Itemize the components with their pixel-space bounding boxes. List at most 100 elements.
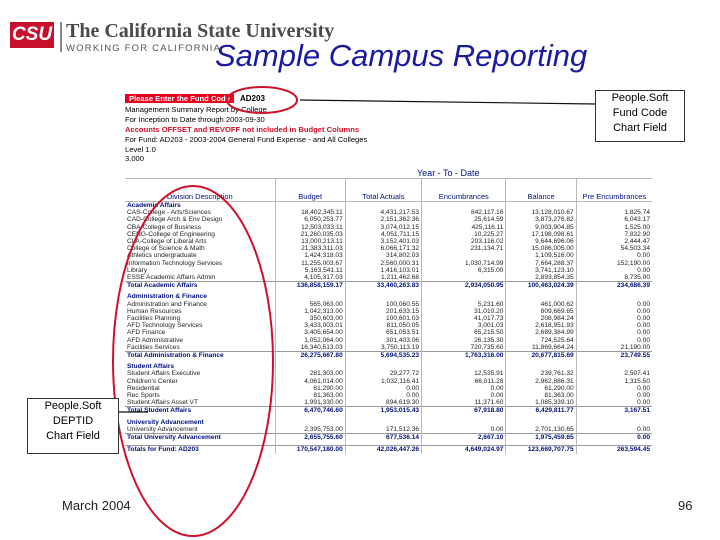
row-value: 6,066,171.32 — [344, 245, 422, 253]
section-title: Student Affairs — [127, 363, 175, 371]
row-label: Rec Sports — [127, 392, 160, 400]
row-value: 170,547,180.00 — [274, 445, 346, 454]
row-value: 263,594.45 — [575, 445, 652, 454]
row-value: 12,535.91 — [421, 370, 506, 378]
row-label: University Advancement — [127, 425, 198, 433]
fund-code-circle — [226, 86, 298, 114]
row-value: 42,026,447.26 — [344, 445, 422, 454]
row-value: 1,975,459.65 — [505, 433, 577, 442]
page-number: 96 — [678, 498, 693, 513]
row-value: 720,735.60 — [421, 343, 506, 352]
row-value: Total Actuals — [344, 178, 422, 202]
row-value: 15,086,005.00 — [505, 245, 577, 253]
row-value: 6,043.17 — [575, 216, 652, 224]
row-value: 3,152,401.03 — [344, 238, 422, 246]
row-value: 208,984.24 — [505, 315, 577, 323]
row-value: Balance — [505, 178, 577, 202]
section-header-row: Academic Affairs — [125, 201, 652, 210]
row-label: Total Student Affairs — [125, 406, 276, 415]
deptid-callout-line3: Chart Field — [46, 430, 100, 442]
row-label: CLA-College of Liberal Arts — [127, 238, 207, 246]
table-row: Administration and Finance 565,063.00 100,… — [125, 300, 652, 308]
row-value — [344, 359, 422, 364]
section-header-row: University Advancement — [125, 418, 652, 426]
row-value: 136,858,159.17 — [274, 281, 346, 290]
row-label: Student Affairs Asset VT — [127, 399, 198, 407]
row-value: 65,215.50 — [421, 329, 506, 337]
row-value: 0.00 — [575, 307, 652, 316]
spacer-row — [125, 359, 652, 364]
row-value: 29,277.72 — [344, 370, 422, 378]
row-value: 9,003,904.85 — [505, 223, 577, 231]
row-value: 1,424,318.03 — [274, 252, 346, 260]
section-total-row: Total Student Affairs 6,470,746.60 1,953,0… — [125, 406, 652, 415]
row-value: 3,433,003.01 — [274, 322, 346, 330]
row-value: 10,225.27 — [421, 230, 506, 239]
row-value — [274, 441, 346, 446]
row-value: 8,735.00 — [575, 274, 652, 282]
empty-cell — [344, 293, 422, 301]
row-value: Pre Encumbrances — [575, 178, 652, 202]
empty-cell — [344, 201, 422, 210]
row-value — [575, 289, 652, 294]
row-label: College of Science & Math — [127, 245, 205, 253]
row-value: 0.00 — [575, 266, 652, 275]
fund-code-callout: People.Soft Fund Code Chart Field — [595, 90, 685, 142]
row-value: 1,032,116.41 — [344, 377, 422, 385]
row-value — [575, 359, 652, 364]
row-label: AFD Technology Services — [127, 322, 203, 330]
row-value: 0.00 — [575, 399, 652, 407]
row-value: 1,953,015.43 — [344, 406, 422, 415]
table-row: Student Affairs Asset VT 1,991,330.00 894,… — [125, 399, 652, 407]
empty-cell — [274, 293, 346, 301]
row-value: 2,893,854.35 — [505, 274, 577, 282]
table-row: ESSE Academic Affairs Admin 4,105,317.03 1… — [125, 274, 652, 282]
table-row: Student Affairs Executive 281,303.00 29,27… — [125, 370, 652, 378]
row-value: 9,644,696.06 — [505, 238, 577, 246]
report-note: Accounts OFFSET and REVOFF not included … — [125, 125, 360, 134]
fund-prompt-value[interactable]: AD203 — [239, 94, 265, 103]
row-value: 3,074,012.15 — [344, 223, 422, 231]
row-value: 2,151,362.36 — [344, 216, 422, 224]
table-row: University Advancement 2,395,753.00 171,51… — [125, 425, 652, 434]
row-value: 0.00 — [575, 300, 652, 308]
row-value: 4,649,024.97 — [421, 445, 506, 454]
row-value: 41,017.73 — [421, 315, 506, 323]
row-value: 100,601.03 — [344, 315, 422, 323]
csu-logo: CSU — [10, 22, 54, 48]
row-value: 6,470,746.60 — [274, 406, 346, 415]
row-value: 1,109,516.00 — [505, 252, 577, 260]
row-value: 2,667.10 — [421, 433, 506, 442]
row-value: 23,749.55 — [575, 351, 652, 360]
table-row: AFD Technology Services 3,433,003.01 811,0… — [125, 322, 652, 330]
row-value: 1,416,103.01 — [344, 266, 422, 275]
row-value: 0.00 — [575, 384, 652, 393]
section-header-row: Student Affairs — [125, 363, 652, 371]
logo-divider — [60, 22, 62, 52]
table-row: CBA-College of Business 12,503,033.11 3,07… — [125, 223, 652, 231]
row-label: Administration and Finance — [127, 300, 207, 308]
report-table: Division Description Budget Total Actuals E… — [125, 178, 652, 454]
row-value: 0.00 — [575, 425, 652, 434]
empty-cell — [505, 201, 577, 210]
fund-code-callout-line2: Fund Code — [612, 107, 668, 119]
deptid-circle — [112, 185, 274, 537]
row-value: Encumbrances — [421, 178, 506, 202]
row-value: 301,403.06 — [344, 336, 422, 344]
table-row: AFD Administrative 1,052,064.00 301,403.06… — [125, 336, 652, 344]
row-value: 11,255,003.67 — [274, 259, 346, 267]
row-label: Information Technology Services — [127, 259, 223, 267]
row-value: 0.00 — [575, 433, 652, 442]
row-value — [421, 274, 506, 282]
table-row: CAS-College - Arts/Sciences 18,402,345.11… — [125, 209, 652, 217]
fund-code-callout-line1: People.Soft — [611, 92, 669, 104]
row-value: 12,503,033.11 — [274, 223, 346, 231]
row-value: 201,633.15 — [344, 307, 422, 316]
row-value: 2,507.41 — [575, 370, 652, 378]
row-value: 2,444.47 — [575, 238, 652, 246]
row-value: 2,701,130.65 — [505, 425, 577, 434]
ytd-label: Year - To - Date — [417, 168, 480, 178]
row-value: 425,116.11 — [421, 223, 506, 231]
row-value: 81,363.00 — [274, 392, 346, 400]
